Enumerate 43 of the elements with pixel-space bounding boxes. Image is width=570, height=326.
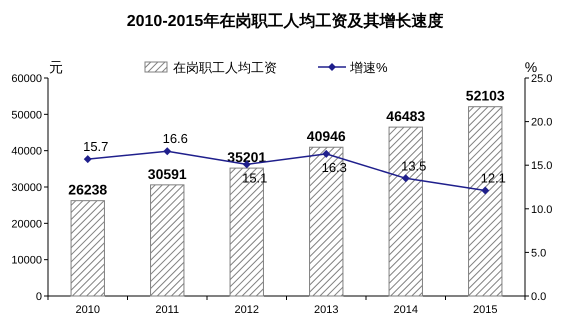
x-tick-label: 2015 [473, 304, 498, 316]
y-tick-label: 50000 [11, 109, 42, 122]
legend-label: 增速% [349, 60, 388, 75]
y-tick-label: 60000 [11, 73, 42, 85]
data-label: 30591 [148, 166, 187, 182]
y2-tick-label: 5.0 [531, 247, 546, 260]
y-tick-label: 40000 [11, 146, 42, 158]
x-tick-label: 2010 [76, 304, 100, 316]
data-label: 46483 [386, 108, 426, 124]
y-axis-title: 元 [49, 59, 63, 75]
y2-tick-label: 20.0 [531, 116, 552, 129]
point [163, 147, 172, 156]
data-label: 12.1 [480, 170, 506, 186]
x-tick-label: 2012 [234, 304, 259, 316]
data-label: 15.1 [242, 170, 268, 186]
y-tick-label: 10000 [11, 254, 42, 267]
x-tick-label: 2013 [314, 304, 338, 316]
y-tick-label: 0 [36, 291, 42, 303]
x-tick-label: 2014 [394, 304, 418, 316]
y2-tick-label: 0.0 [531, 291, 546, 303]
point [322, 150, 330, 158]
data-label: 16.3 [322, 160, 347, 175]
legend-label: 在岗职工人均工资 [173, 60, 277, 75]
x-tick-label: 2011 [155, 304, 180, 316]
y2-tick-label: 25.0 [531, 73, 552, 85]
bar [150, 184, 184, 296]
data-label: 40946 [306, 128, 346, 144]
data-label: 35201 [227, 149, 266, 166]
point [84, 155, 92, 164]
point [481, 186, 490, 194]
data-label: 13.5 [401, 158, 426, 174]
y2-tick-label: 10.0 [531, 204, 552, 216]
data-label: 52103 [466, 88, 505, 104]
data-label: 26238 [68, 182, 108, 198]
y-tick-label: 20000 [11, 218, 42, 230]
data-label: 16.6 [162, 131, 188, 146]
bar [70, 200, 105, 296]
y2-axis-title: % [524, 59, 538, 75]
point [402, 174, 410, 182]
chart-title: 2010-2015年在岗职工人均工资及其增长速度 [126, 11, 444, 30]
y-tick-label: 30000 [11, 182, 42, 194]
data-label: 15.7 [83, 139, 108, 154]
y2-tick-label: 15.0 [531, 160, 552, 172]
